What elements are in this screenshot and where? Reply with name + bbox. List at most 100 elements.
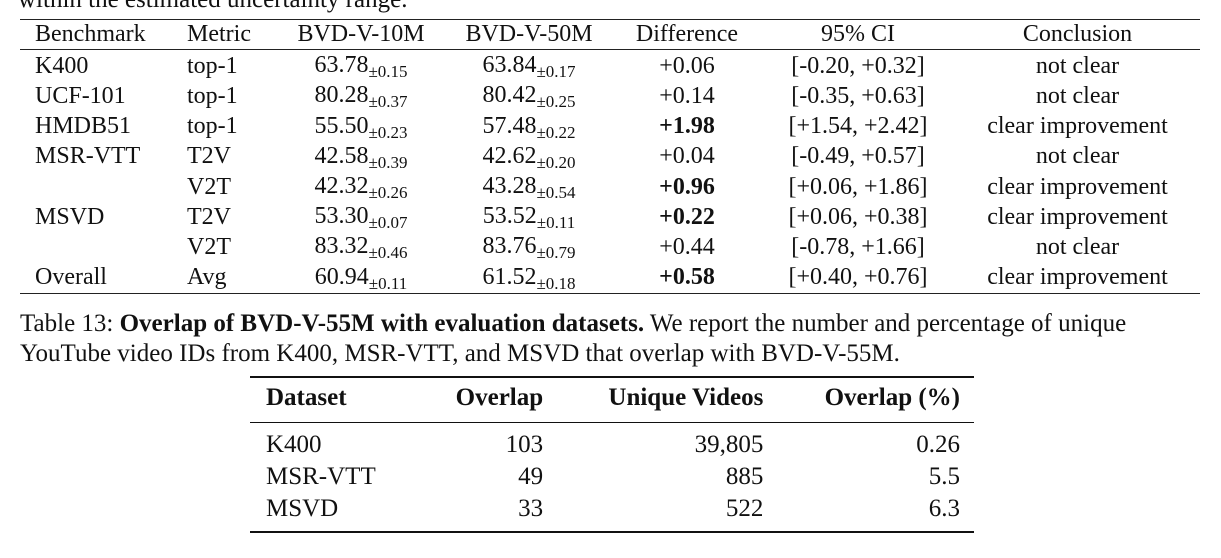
cell-bvd-v-10m: 55.50±0.23 [277,112,445,142]
table-header-row: Dataset Overlap Unique Videos Overlap (%… [250,377,974,423]
cell-bvd-v-10m: 83.32±0.46 [277,232,445,262]
value: 55.50 [314,112,369,139]
cell-ci: [+0.06, +0.38] [788,203,928,230]
cell-metric: top-1 [187,113,238,140]
cell-unique-videos: 885 [725,463,764,490]
cell-benchmark: UCF-101 [35,82,126,109]
cell-benchmark: Overall [35,264,107,291]
cell-bvd-v-10m: 42.58±0.39 [277,142,445,172]
cell-difference: +0.58 [659,264,715,291]
cell-conclusion: clear improvement [987,203,1168,230]
value: 42.62 [482,142,537,169]
header-bvd-v-10m: BVD-V-10M [297,21,425,47]
cell-benchmark: MSR-VTT [35,143,141,170]
value: 61.52 [482,263,537,290]
cell-conclusion: not clear [1035,143,1120,170]
cell-overlap-percent: 6.3 [928,495,960,522]
cell-conclusion: clear improvement [987,264,1168,291]
cell-metric: top-1 [187,82,238,109]
header-dataset: Dataset [266,384,347,411]
uncertainty: ±0.20 [536,152,576,172]
table-row: K400 top-1 63.78±0.15 63.84±0.17 +0.06 [… [20,50,1200,82]
cell-benchmark: K400 [35,52,89,79]
cell-metric: Avg [187,264,227,291]
uncertainty: ±0.15 [368,62,408,82]
uncertainty: ±0.46 [368,243,408,263]
value: 80.42 [482,82,537,109]
cell-benchmark [20,232,183,262]
cell-bvd-v-10m: 63.78±0.15 [277,50,445,82]
value: 63.84 [482,52,537,79]
cell-metric: V2T [187,173,231,200]
uncertainty: ±0.25 [536,92,576,112]
uncertainty: ±0.22 [536,122,576,142]
table-12-comparison: Benchmark Metric BVD-V-10M BVD-V-50M Dif… [20,19,1200,294]
table-row: MSR-VTT 49 885 5.5 [250,461,974,493]
cell-benchmark: HMDB51 [35,113,132,140]
header-bvd-v-50m: BVD-V-50M [465,21,593,47]
value: 80.28 [314,82,369,109]
table-row: MSVD 33 522 6.3 [250,493,974,532]
value: 53.30 [314,203,369,230]
header-ci: 95% CI [821,21,895,47]
caption-body: We report the number and percentage of u… [20,310,1127,367]
cell-overlap: 49 [518,463,544,490]
cell-conclusion: not clear [1035,82,1120,109]
cell-dataset: MSVD [266,495,339,522]
table-row: MSVD T2V 53.30±0.07 53.52±0.11 +0.22 [+0… [20,202,1200,232]
uncertainty: ±0.17 [536,62,576,82]
cell-bvd-v-50m: 83.76±0.79 [445,232,613,262]
table-13-overlap: Dataset Overlap Unique Videos Overlap (%… [250,376,974,533]
value: 57.48 [482,112,537,139]
value: 43.28 [482,173,537,200]
cell-ci: [+1.54, +2.42] [788,113,928,140]
previous-caption-fragment: within the estimated uncertainty range. [18,0,407,15]
cell-difference: +1.98 [659,113,715,140]
cell-difference: +0.14 [659,82,715,109]
header-conclusion: Conclusion [1022,21,1133,47]
table-row: V2T 83.32±0.46 83.76±0.79 +0.44 [-0.78, … [20,232,1200,262]
cell-bvd-v-50m: 63.84±0.17 [445,50,613,82]
cell-bvd-v-50m: 61.52±0.18 [445,263,613,294]
uncertainty: ±0.79 [536,243,576,263]
header-unique-videos: Unique Videos [608,384,764,411]
cell-overlap-percent: 0.26 [916,431,960,458]
cell-ci: [+0.06, +1.86] [788,173,928,200]
uncertainty: ±0.11 [536,213,576,233]
uncertainty: ±0.23 [368,122,408,142]
uncertainty: ±0.18 [536,273,576,293]
cell-bvd-v-10m: 42.32±0.26 [277,172,445,202]
cell-unique-videos: 522 [725,495,764,522]
cell-dataset: MSR-VTT [266,463,376,490]
cell-bvd-v-10m: 80.28±0.37 [277,81,445,111]
cell-benchmark [20,172,183,202]
cell-bvd-v-10m: 53.30±0.07 [277,202,445,232]
cell-metric: V2T [187,233,231,260]
uncertainty: ±0.07 [368,213,408,233]
uncertainty: ±0.54 [536,183,576,203]
value: 83.76 [482,233,537,260]
header-metric: Metric [187,21,251,47]
header-difference: Difference [635,21,739,47]
value: 42.32 [314,173,369,200]
cell-bvd-v-50m: 43.28±0.54 [445,172,613,202]
cell-difference: +0.06 [659,52,715,79]
table-13-caption: Table 13: Overlap of BVD-V-55M with eval… [20,309,1205,369]
cell-overlap-percent: 5.5 [928,463,960,490]
cell-difference: +0.22 [659,203,715,230]
table-row: HMDB51 top-1 55.50±0.23 57.48±0.22 +1.98… [20,112,1200,142]
header-overlap: Overlap [455,384,544,411]
table-header-row: Benchmark Metric BVD-V-10M BVD-V-50M Dif… [20,19,1200,50]
table-row: K400 103 39,805 0.26 [250,423,974,462]
uncertainty: ±0.37 [368,92,408,112]
cell-metric: T2V [187,143,231,170]
cell-conclusion: clear improvement [987,173,1168,200]
uncertainty: ±0.11 [368,273,408,293]
value: 60.94 [314,263,369,290]
value: 83.32 [314,233,369,260]
value: 63.78 [314,52,369,79]
cell-ci: [-0.78, +1.66] [791,233,925,260]
value: 53.52 [482,203,537,230]
cell-difference: +0.04 [659,143,715,170]
caption-label: Table 13: [20,310,120,337]
